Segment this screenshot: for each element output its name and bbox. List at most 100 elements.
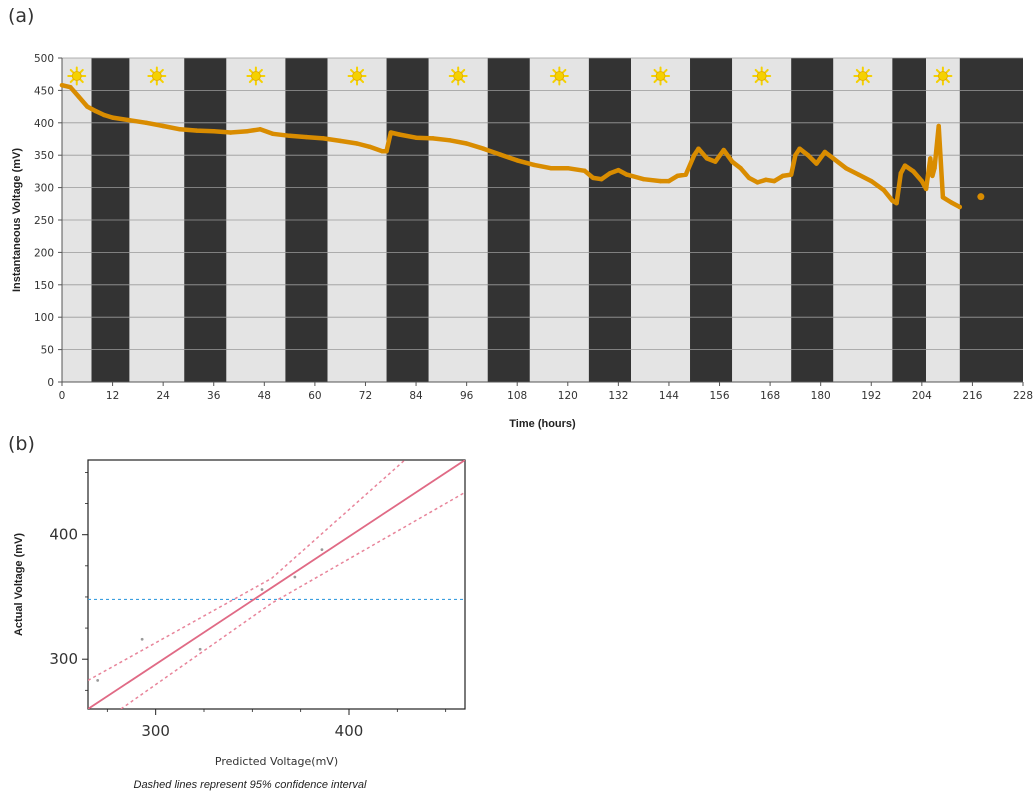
voltage-point xyxy=(367,144,372,149)
voltage-point xyxy=(772,178,777,184)
sun-ray xyxy=(754,78,760,84)
sun-ray xyxy=(552,68,557,74)
voltage-point xyxy=(805,153,811,158)
sun-ray xyxy=(258,78,263,84)
sun-ray xyxy=(561,78,567,84)
sun-ray xyxy=(248,68,254,74)
voltage-point xyxy=(831,156,836,161)
voltage-point xyxy=(599,176,604,182)
x-tick-label: 192 xyxy=(861,390,881,402)
sun-icon xyxy=(933,66,953,86)
voltage-point xyxy=(949,200,954,205)
sun-icon xyxy=(752,66,772,86)
y-tick-label: 150 xyxy=(34,280,54,292)
data-point xyxy=(140,637,144,641)
sun-core xyxy=(352,71,362,81)
sun-core xyxy=(250,71,261,81)
voltage-point xyxy=(590,175,596,181)
voltage-point xyxy=(930,173,935,179)
sun-ray xyxy=(149,68,155,74)
voltage-point xyxy=(110,115,115,120)
voltage-point xyxy=(890,198,895,203)
voltage-point xyxy=(447,138,452,143)
x-tick-label: 84 xyxy=(409,390,423,402)
voltage-point xyxy=(675,173,680,179)
voltage-point xyxy=(481,146,486,151)
voltage-point xyxy=(384,149,389,154)
y-tick-label: 50 xyxy=(41,345,54,357)
sun-ray xyxy=(359,78,365,84)
sun-core xyxy=(655,71,666,81)
sun-ray xyxy=(460,68,466,74)
voltage-point xyxy=(923,186,929,192)
voltage-point xyxy=(721,147,726,153)
voltage-point xyxy=(68,84,73,90)
data-point xyxy=(198,647,202,651)
y-axis-title: Actual Voltage (mV) xyxy=(13,533,25,636)
voltage-point xyxy=(932,165,937,171)
voltage-point xyxy=(738,165,743,171)
voltage-point xyxy=(582,168,587,173)
sun-ray xyxy=(945,68,950,74)
voltage-point xyxy=(746,175,752,181)
sun-ray xyxy=(159,68,164,74)
sun-icon xyxy=(549,66,569,86)
voltage-point xyxy=(388,130,393,135)
voltage-point xyxy=(177,127,183,132)
voltage-point xyxy=(565,165,570,171)
panel-label-b: (b) xyxy=(8,433,35,455)
sun-ray xyxy=(69,78,75,84)
sun-ray xyxy=(552,78,557,84)
sun-ray xyxy=(865,78,870,84)
sun-icon xyxy=(448,66,468,86)
sun-ray xyxy=(159,78,164,84)
sun-ray xyxy=(149,78,155,84)
x-tick-label: 400 xyxy=(335,722,364,740)
voltage-point xyxy=(704,156,710,161)
x-tick-label: 228 xyxy=(1013,390,1033,402)
x-tick-label: 204 xyxy=(912,390,932,402)
y-tick-label: 300 xyxy=(49,650,78,668)
voltage-point xyxy=(936,123,941,129)
sun-ray xyxy=(663,68,668,74)
sun-ray xyxy=(350,78,355,84)
sun-core xyxy=(857,71,868,81)
x-tick-label: 300 xyxy=(141,722,170,740)
sun-icon xyxy=(147,66,167,86)
voltage-point xyxy=(869,178,874,184)
sun-ray xyxy=(945,78,950,84)
x-tick-label: 96 xyxy=(460,390,474,402)
voltage-point xyxy=(498,152,503,157)
data-point xyxy=(293,575,297,579)
sun-ray xyxy=(79,68,84,74)
sun-ray xyxy=(754,68,760,74)
voltage-point xyxy=(211,129,216,134)
sun-ray xyxy=(653,68,658,74)
sun-ray xyxy=(69,68,75,74)
sun-ray xyxy=(935,68,941,74)
sun-ray xyxy=(258,68,263,74)
sun-ray xyxy=(460,78,466,84)
voltage-point xyxy=(898,171,903,176)
x-tick-label: 48 xyxy=(258,390,271,402)
voltage-point xyxy=(928,156,933,161)
sun-core xyxy=(554,71,565,81)
x-tick-label: 156 xyxy=(710,390,730,402)
voltage-point xyxy=(228,130,233,135)
x-tick-label: 0 xyxy=(59,390,66,402)
y-tick-label: 350 xyxy=(34,150,54,162)
y-tick-label: 400 xyxy=(49,526,78,544)
x-axis-title: Time (hours) xyxy=(509,418,576,430)
voltage-point xyxy=(780,173,785,179)
voltage-point xyxy=(93,108,98,114)
voltage-point xyxy=(257,127,263,132)
ci-upper-line xyxy=(88,460,406,682)
sun-ray xyxy=(653,78,658,84)
x-tick-label: 132 xyxy=(608,390,628,402)
voltage-point xyxy=(641,176,646,182)
sun-ray xyxy=(79,78,84,84)
sun-ray xyxy=(451,78,456,84)
y-tick-label: 200 xyxy=(34,247,54,259)
sun-core xyxy=(151,71,162,81)
sun-icon xyxy=(853,66,873,86)
